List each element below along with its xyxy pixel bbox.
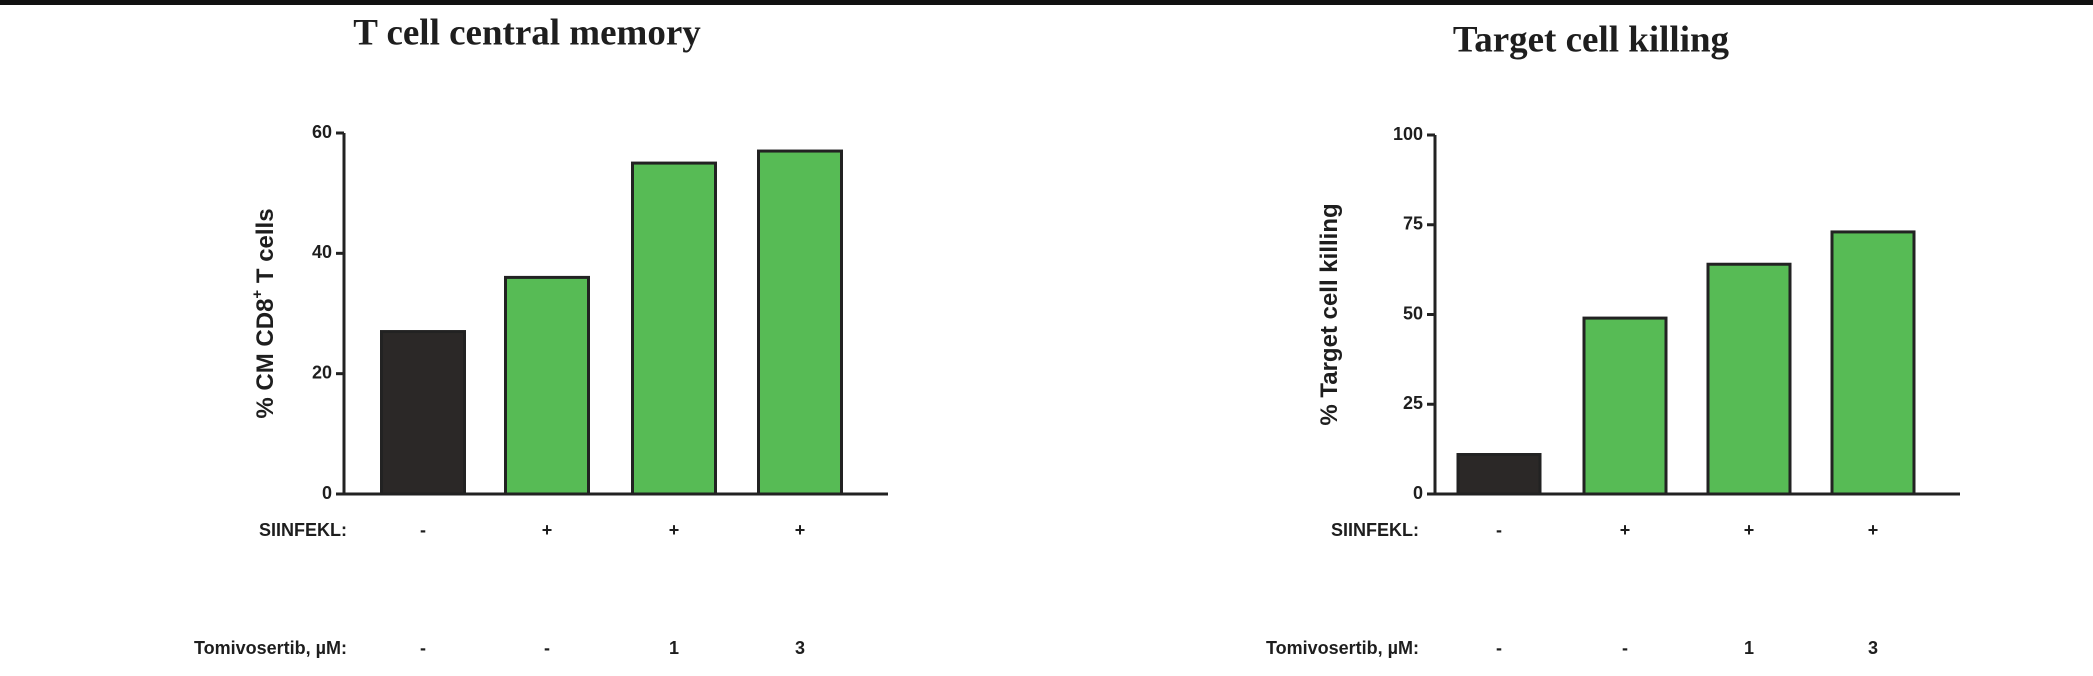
y-tick-label: 0 — [322, 483, 332, 503]
x-tick-label: - — [544, 638, 550, 658]
y-axis-label-part: T cells — [252, 208, 279, 289]
x-tick-label: + — [1620, 520, 1631, 540]
bar — [1706, 262, 1792, 496]
bar — [1582, 316, 1668, 496]
x-tick-label: - — [420, 638, 426, 658]
x-tick-label: 1 — [669, 638, 679, 658]
y-tick-label: 75 — [1403, 214, 1423, 234]
x-tick-label: - — [1622, 638, 1628, 658]
category-row-label: Tomivosertib, µM: — [194, 638, 347, 658]
y-tick-label: 25 — [1403, 393, 1423, 413]
x-tick-label: + — [669, 520, 680, 540]
bar — [757, 149, 843, 496]
x-tick-label: + — [1744, 520, 1755, 540]
y-tick-label: 50 — [1403, 303, 1423, 323]
category-row-label: Tomivosertib, µM: — [1266, 638, 1419, 658]
y-tick-label: 0 — [1413, 483, 1423, 503]
x-tick-label: 3 — [1868, 638, 1878, 658]
y-axis-label: % CM CD8+ T cells — [249, 208, 279, 418]
x-tick-label: - — [1496, 520, 1502, 540]
bar — [1456, 453, 1542, 496]
bar — [504, 275, 590, 496]
category-row-label: SIINFEKL: — [259, 520, 347, 540]
y-axis-label: % Target cell killing — [1316, 203, 1343, 425]
top-rule — [0, 0, 2093, 5]
y-axis-label-part: + — [249, 290, 266, 299]
x-tick-label: + — [795, 520, 806, 540]
chart-title: Target cell killing — [1453, 19, 1730, 60]
bar — [631, 161, 717, 496]
y-tick-label: 100 — [1393, 124, 1423, 144]
x-tick-label: + — [542, 520, 553, 540]
y-tick-label: 40 — [312, 242, 332, 262]
x-tick-label: - — [420, 520, 426, 540]
x-tick-label: 1 — [1744, 638, 1754, 658]
chart-title: T cell central memory — [353, 12, 701, 53]
y-tick-label: 60 — [312, 122, 332, 142]
category-row-label: SIINFEKL: — [1331, 520, 1419, 540]
y-axis-label-part: % CM CD8 — [252, 299, 279, 419]
x-tick-label: - — [1496, 638, 1502, 658]
x-tick-label: + — [1868, 520, 1879, 540]
bar — [1830, 230, 1916, 496]
bar — [380, 330, 466, 496]
y-tick-label: 20 — [312, 362, 332, 382]
x-tick-label: 3 — [795, 638, 805, 658]
y-axis-label-part: % Target cell killing — [1316, 203, 1343, 425]
